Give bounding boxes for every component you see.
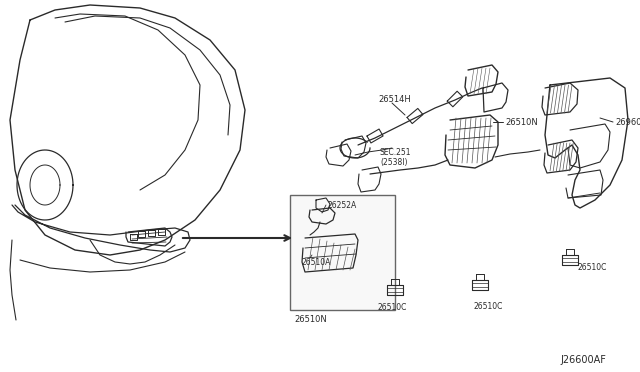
Text: 26252A: 26252A [328,201,357,210]
Text: 26514H: 26514H [378,95,411,104]
Text: 26510C: 26510C [377,303,406,312]
Text: 26510A: 26510A [302,258,332,267]
Bar [290,195,395,310]
Text: 26510N: 26510N [505,118,538,127]
Text: J26600AF: J26600AF [560,355,606,365]
Text: 26510C: 26510C [578,263,607,272]
Text: (2538I): (2538I) [380,158,408,167]
Text: 26510C: 26510C [474,302,504,311]
Text: SEC.251: SEC.251 [380,148,412,157]
Text: 26510N: 26510N [294,315,327,324]
Text: 26960: 26960 [615,118,640,127]
